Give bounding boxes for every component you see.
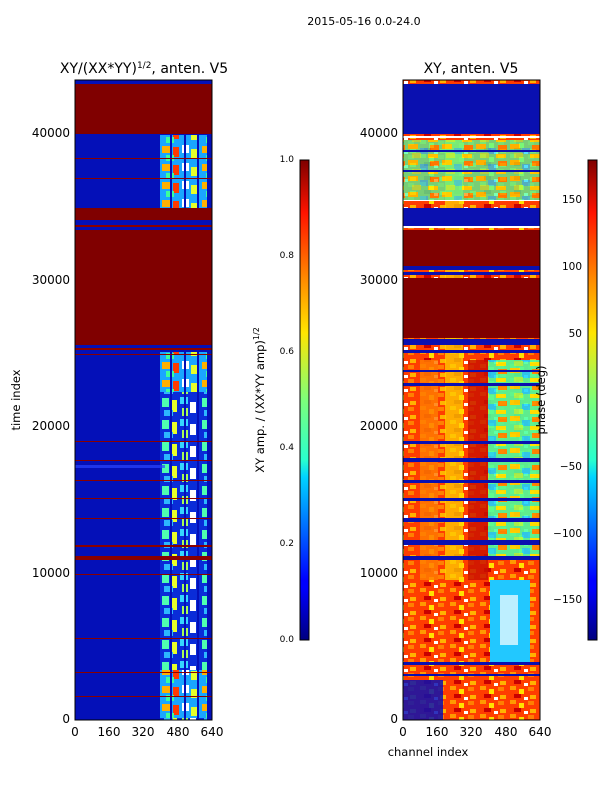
- phase-cb-tick-3: 0: [575, 394, 582, 406]
- amplitude-ylabel: time index: [9, 369, 23, 430]
- amp-band-upper: [160, 135, 207, 211]
- amp-colorbar-gradient: [299, 159, 310, 641]
- amp-cb-tick-0: 0.0: [280, 635, 295, 645]
- amplitude-xticks: 0 160 320 480 640: [71, 725, 223, 739]
- phase-stripe-2: [445, 140, 463, 580]
- phase-cb-tick-5: 100: [562, 261, 582, 273]
- phase-white-lines: [403, 136, 540, 228]
- amp-gap-3: [197, 135, 199, 720]
- phase-panel: XY, anten. V5: [360, 61, 552, 759]
- amplitude-title: XY/(XX*YY)1/2, anten. V5: [60, 61, 228, 77]
- phase-block-2: [403, 208, 540, 228]
- amp-xtick-3: 480: [167, 725, 190, 739]
- amplitude-title-main: XY/(XX*YY): [60, 61, 137, 77]
- phase-xtick-1: 160: [426, 725, 449, 739]
- phase-cb-tick-2: −50: [560, 461, 582, 473]
- phase-colorbar-gradient: [587, 159, 598, 641]
- phase-colorbar-ticks: −150 −100 −50 0 50 100 150: [553, 194, 582, 606]
- amp-sat-top: [75, 84, 212, 134]
- phase-title: XY, anten. V5: [424, 61, 519, 77]
- phase-colorbar: −150 −100 −50 0 50 100 150 phase (deg): [534, 159, 598, 641]
- amplitude-frame: [74, 79, 213, 721]
- amp-band-bottom: [160, 670, 207, 718]
- amp-ytick-0: 0: [62, 712, 70, 726]
- phase-yticks: 0 10000 20000 30000 40000: [360, 126, 398, 726]
- amplitude-title-sup: 1/2: [137, 61, 151, 71]
- phase-xtick-2: 320: [460, 725, 483, 739]
- amp-cb-tick-2: 0.4: [280, 443, 295, 453]
- amp-xtick-2: 320: [132, 725, 155, 739]
- phase-white-region: [500, 595, 518, 645]
- phase-xticks: 0 160 320 480 640: [399, 725, 551, 739]
- phase-cb-tick-0: −150: [553, 594, 582, 606]
- phase-stripe-1: [420, 360, 438, 580]
- phase-sat-1: [403, 230, 540, 266]
- phase-xtick-3: 480: [495, 725, 518, 739]
- amp-sat-upper: [75, 208, 212, 220]
- amp-xtick-4: 640: [201, 725, 224, 739]
- amp-band-mid: [160, 352, 207, 392]
- phase-ytick-0: 0: [390, 712, 398, 726]
- amp-colorbar-label: XY amp. / (XX*YY amp)1/2: [252, 327, 267, 473]
- phase-cb-tick-1: −100: [553, 528, 582, 540]
- phase-ytick-3: 30000: [360, 273, 398, 287]
- phase-cb-tick-6: 150: [562, 194, 582, 206]
- amp-gap-1: [170, 135, 172, 720]
- amp-ytick-4: 40000: [32, 126, 70, 140]
- amp-cb-tick-5: 1.0: [280, 155, 295, 165]
- suptitle: 2015-05-16 0.0-24.0: [307, 15, 420, 28]
- amplitude-heatmap: [75, 80, 212, 720]
- amplitude-panel: XY/(XX*YY)1/2, anten. V5: [9, 61, 228, 739]
- phase-sat-2: [403, 278, 540, 338]
- phase-ytick-2: 20000: [360, 419, 398, 433]
- amp-colorbar-label-main: XY amp. / (XX*YY amp): [253, 340, 267, 473]
- amp-sat-main: [75, 230, 212, 345]
- phase-xtick-4: 640: [529, 725, 552, 739]
- amp-gap-2: [184, 135, 186, 720]
- phase-heatmap: [403, 80, 540, 720]
- amp-xtick-0: 0: [71, 725, 79, 739]
- amplitude-colorbar: 0.0 0.2 0.4 0.6 0.8 1.0 XY amp. / (XX*YY…: [252, 155, 310, 645]
- phase-block-bottom: [403, 680, 443, 720]
- phase-flag-lines: [403, 150, 540, 676]
- amplitude-title-rest: , anten. V5: [151, 61, 228, 77]
- amp-ytick-3: 30000: [32, 273, 70, 287]
- amp-streak: [75, 465, 165, 468]
- amp-colorbar-ticks: 0.0 0.2 0.4 0.6 0.8 1.0: [280, 155, 295, 645]
- phase-xlabel: channel index: [388, 745, 469, 759]
- phase-cb-tick-4: 50: [569, 328, 582, 340]
- phase-block-top: [403, 84, 540, 134]
- amplitude-yticks: 0 10000 20000 30000 40000: [32, 126, 70, 726]
- amp-flag-lines: [75, 158, 212, 697]
- amp-ytick-2: 20000: [32, 419, 70, 433]
- phase-xtick-0: 0: [399, 725, 407, 739]
- phase-ytick-4: 40000: [360, 126, 398, 140]
- amp-band-lower: [160, 380, 207, 720]
- phase-colorbar-label: phase (deg): [534, 365, 548, 434]
- phase-ytick-1: 10000: [360, 566, 398, 580]
- phase-stripe-3: [468, 360, 488, 580]
- phase-frame: [402, 79, 541, 721]
- amp-cb-tick-3: 0.6: [280, 347, 295, 357]
- amp-colorbar-label-sup: 1/2: [252, 327, 261, 340]
- amp-cb-tick-4: 0.8: [280, 251, 295, 261]
- amp-xtick-1: 160: [98, 725, 121, 739]
- amp-cb-tick-1: 0.2: [280, 539, 294, 549]
- amp-ytick-1: 10000: [32, 566, 70, 580]
